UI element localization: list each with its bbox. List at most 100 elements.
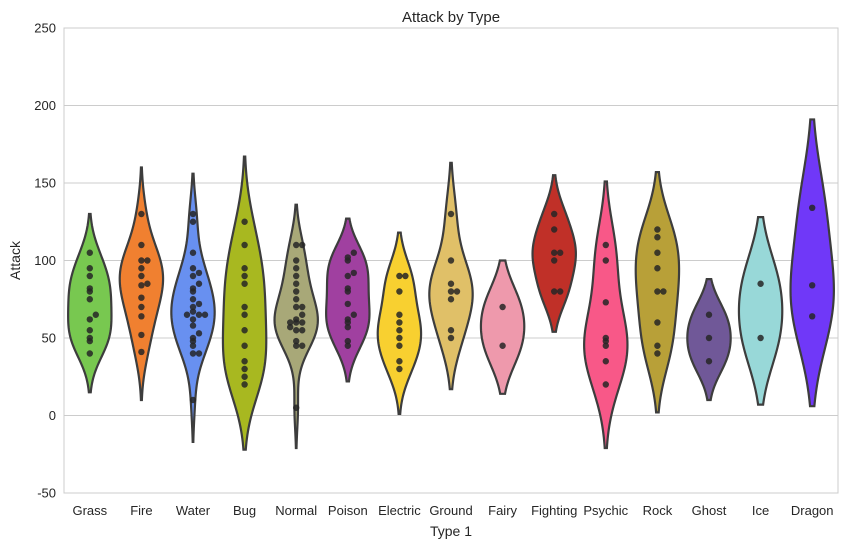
x-tick-label-rock: Rock	[643, 503, 673, 518]
point-water	[189, 272, 197, 280]
point-water	[195, 280, 203, 287]
violin-ground	[428, 161, 474, 391]
point-grass	[86, 265, 94, 272]
point-water	[195, 269, 203, 277]
point-water	[201, 311, 209, 318]
violin-normal	[273, 203, 319, 450]
violin-bug	[221, 155, 268, 451]
point-rock	[654, 226, 661, 233]
point-bug	[241, 311, 248, 318]
y-tick-label: 200	[34, 98, 56, 113]
y-tick-label: 250	[34, 21, 56, 36]
point-grass	[86, 327, 94, 334]
point-bug	[241, 358, 248, 365]
point-poison	[344, 285, 351, 292]
x-tick-label-water: Water	[176, 503, 211, 518]
point-bug	[241, 241, 248, 249]
point-psychic	[602, 241, 609, 249]
point-fire	[144, 280, 151, 287]
point-grass	[86, 249, 94, 256]
point-normal	[293, 303, 300, 311]
point-fighting	[557, 249, 564, 256]
x-tick-label-fire: Fire	[130, 503, 152, 518]
point-dragon	[809, 313, 816, 320]
point-psychic	[602, 342, 609, 349]
point-ground	[447, 327, 455, 334]
plot-frame	[63, 27, 839, 494]
point-rock	[654, 342, 661, 349]
violin-psychic	[583, 180, 629, 450]
point-ghost	[705, 334, 713, 342]
point-fairy	[499, 342, 506, 349]
point-electric	[396, 365, 403, 373]
x-tick-label-ice: Ice	[752, 503, 769, 518]
point-grass	[86, 296, 94, 303]
point-electric	[396, 288, 403, 295]
point-water	[189, 218, 197, 225]
point-grass	[86, 316, 94, 323]
x-axis-title: Type 1	[430, 523, 472, 539]
point-fighting	[551, 249, 558, 256]
point-normal	[293, 404, 300, 411]
point-electric	[396, 334, 403, 342]
point-bug	[241, 280, 248, 287]
point-water	[195, 311, 203, 318]
x-tick-label-fairy: Fairy	[488, 503, 517, 518]
point-fire	[138, 241, 145, 249]
point-ground	[447, 210, 455, 218]
chart-title: Attack by Type	[402, 9, 500, 26]
point-electric	[396, 342, 403, 349]
point-water	[195, 300, 203, 308]
point-normal	[293, 288, 300, 295]
point-water	[189, 342, 197, 349]
violin-grass	[67, 212, 113, 394]
point-fire	[138, 257, 145, 264]
point-bug	[241, 342, 248, 349]
point-bug	[241, 218, 248, 225]
point-ground	[447, 334, 455, 342]
point-normal	[293, 241, 300, 249]
point-fairy	[499, 303, 506, 311]
point-psychic	[602, 358, 609, 365]
point-rock	[654, 350, 661, 357]
point-normal	[293, 280, 300, 287]
x-tick-label-electric: Electric	[378, 503, 421, 518]
point-normal	[293, 265, 300, 272]
point-water	[189, 249, 197, 256]
point-grass	[86, 285, 94, 292]
x-tick-label-ghost: Ghost	[692, 503, 727, 518]
point-fire	[144, 257, 151, 264]
point-fire	[138, 282, 145, 289]
point-ground	[453, 288, 461, 295]
point-electric	[396, 358, 403, 365]
data-points	[86, 204, 816, 411]
point-grass	[86, 272, 94, 280]
violin-fairy	[479, 259, 526, 395]
point-poison	[344, 300, 351, 308]
x-tick-label-poison: Poison	[328, 503, 368, 518]
point-grass	[86, 350, 94, 357]
point-bug	[241, 327, 248, 334]
point-ice	[757, 334, 764, 342]
point-water	[195, 330, 203, 337]
x-tick-label-ground: Ground	[429, 503, 472, 518]
point-poison	[344, 337, 351, 345]
point-electric	[396, 311, 403, 318]
point-psychic	[602, 334, 609, 342]
point-normal	[299, 311, 306, 318]
point-poison	[350, 249, 357, 256]
point-normal	[299, 327, 306, 334]
point-water	[189, 296, 197, 303]
point-psychic	[602, 381, 609, 388]
x-tick-labels: Grass Fire Water Bug Normal Poison Electric Gro…	[72, 503, 833, 518]
y-tick-label: -50	[37, 486, 56, 501]
x-tick-label-grass: Grass	[72, 503, 107, 518]
point-grass	[86, 334, 94, 342]
point-water	[189, 265, 197, 272]
point-normal	[287, 319, 294, 326]
point-rock	[654, 265, 661, 272]
point-bug	[241, 365, 248, 373]
point-ground	[447, 257, 455, 264]
point-normal	[293, 342, 300, 349]
point-poison	[344, 254, 351, 261]
